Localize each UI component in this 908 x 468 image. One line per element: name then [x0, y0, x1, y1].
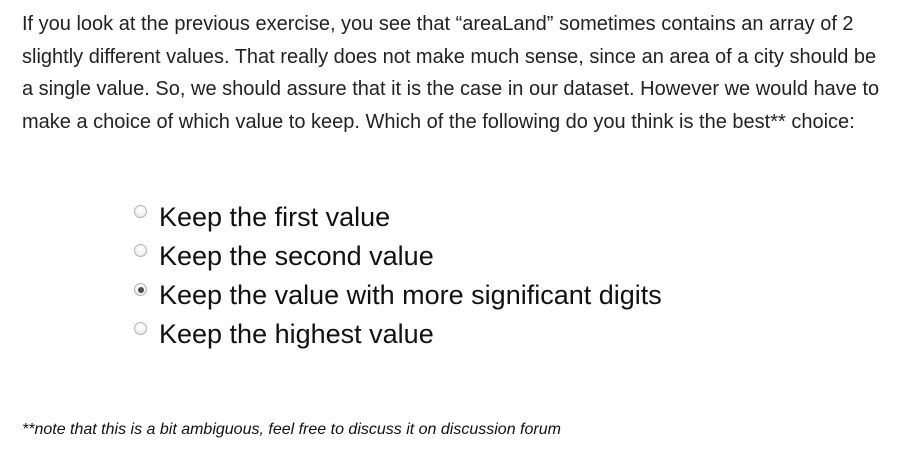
- radio-keep-highest[interactable]: [134, 322, 147, 335]
- option-keep-highest[interactable]: Keep the highest value: [134, 315, 662, 354]
- option-label: Keep the first value: [159, 202, 391, 232]
- footnote: **note that this is a bit ambiguous, fee…: [22, 421, 561, 438]
- option-label: Keep the value with more significant dig…: [159, 280, 662, 310]
- option-keep-first[interactable]: Keep the first value: [134, 198, 662, 237]
- option-label: Keep the highest value: [159, 319, 434, 349]
- answer-options: Keep the first value Keep the second val…: [134, 198, 662, 354]
- question-text: If you look at the previous exercise, yo…: [22, 13, 880, 133]
- radio-keep-significant-digits[interactable]: [134, 283, 147, 296]
- option-keep-significant-digits[interactable]: Keep the value with more significant dig…: [134, 276, 662, 315]
- radio-keep-second[interactable]: [134, 244, 147, 257]
- option-label: Keep the second value: [159, 241, 434, 271]
- radio-keep-first[interactable]: [134, 205, 147, 218]
- option-keep-second[interactable]: Keep the second value: [134, 237, 662, 276]
